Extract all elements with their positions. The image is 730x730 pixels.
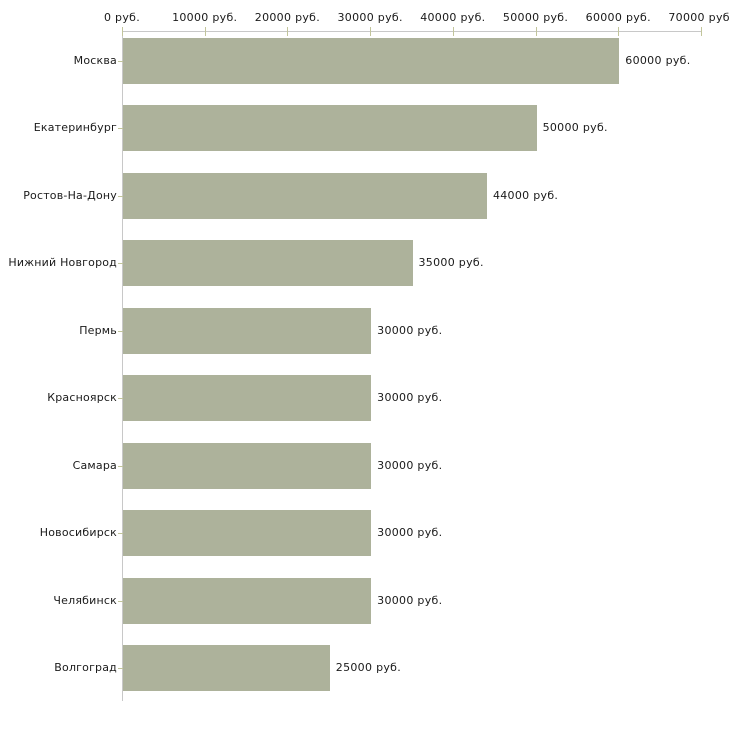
category-label: Челябинск [53,593,117,607]
bar-value-label: 30000 руб. [377,458,443,472]
x-axis-tick-mark [287,27,289,36]
bar-самара [123,442,372,489]
x-axis-tick-label: 30000 руб. [337,11,403,24]
bar-ростов-на-дону [123,172,487,219]
y-axis-tick-mark [118,128,124,129]
category-label: Ростов-На-Дону [23,188,117,202]
y-axis-tick-mark [118,465,124,467]
category-label: Волгоград [54,661,117,674]
bar-москва [123,37,620,84]
x-axis-tick-label: 50000 руб. [502,11,569,24]
bar-value-label: 50000 руб. [542,121,608,134]
x-axis-tick-label: 60000 руб. [585,11,651,24]
x-axis-tick-mark [122,27,123,36]
category-label: Нижний Новгород [8,256,117,269]
bar-value-label: 30000 руб. [377,526,443,539]
y-axis-tick-mark [118,60,124,62]
bar-value-label: 60000 руб. [625,53,691,67]
x-axis-line [122,31,701,32]
bar-пермь [123,307,372,354]
category-label: Пермь [79,323,117,337]
y-axis-tick-mark [118,330,124,332]
x-axis-tick-mark [204,27,206,36]
y-axis-tick-mark [118,398,124,399]
y-axis-tick-mark [118,195,124,197]
bar-волгоград [123,645,330,691]
x-axis-tick-label: 40000 руб. [420,11,486,24]
x-axis-tick-mark [618,27,620,36]
x-axis-tick-mark [452,27,454,36]
y-axis-tick-mark [118,600,124,602]
bar-value-label: 30000 руб. [377,391,443,404]
category-label: Самара [72,458,117,472]
x-axis-tick-mark [701,27,702,36]
bar-value-label: 44000 руб. [492,188,559,202]
bar-челябинск [123,577,372,624]
bar-value-label: 25000 руб. [335,661,402,674]
bar-value-label: 35000 руб. [418,256,484,269]
category-label: Екатеринбург [33,121,117,134]
x-axis-tick-label: 0 руб. [103,11,141,24]
x-axis-tick-mark [535,27,537,36]
bar-нижний-новгород [123,240,413,286]
x-axis-tick-mark [370,27,372,36]
category-label: Москва [73,53,117,67]
x-axis-tick-label: 10000 руб. [172,11,238,24]
y-axis-tick-mark [118,263,124,264]
x-axis-tick-label: 70000 руб. [668,11,730,24]
y-axis-line [122,31,123,701]
x-axis-tick-label: 20000 руб. [254,11,321,24]
bar-value-label: 30000 руб. [377,593,443,607]
category-label: Красноярск [47,391,117,404]
y-axis-tick-mark [118,668,124,669]
bar-новосибирск [123,510,372,556]
bar-value-label: 30000 руб. [377,323,443,337]
y-axis-tick-mark [118,533,124,534]
bar-екатеринбург [123,105,537,151]
category-label: Новосибирск [39,526,117,539]
bar-красноярск [123,375,372,421]
